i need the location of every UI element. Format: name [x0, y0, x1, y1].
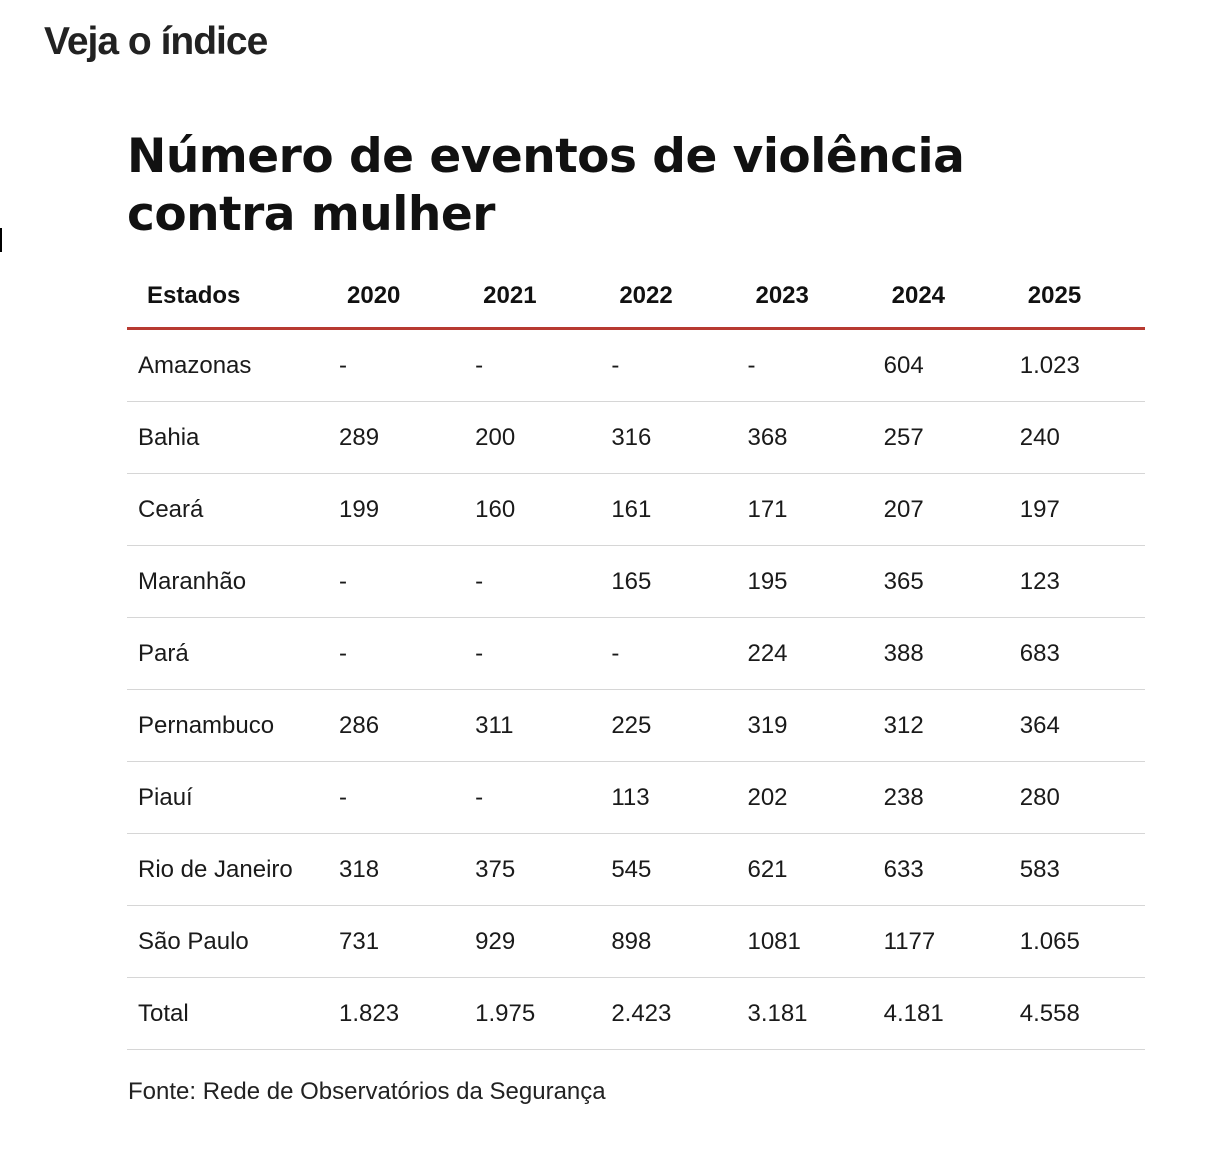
value-cell: 683	[1008, 617, 1145, 690]
column-header-2020: 2020	[328, 265, 465, 330]
value-cell: 4.181	[872, 977, 1009, 1050]
value-cell: 257	[872, 401, 1009, 474]
value-cell: 289	[328, 401, 465, 474]
value-cell: 165	[600, 545, 737, 618]
column-header-estados: Estados	[127, 265, 328, 330]
table-row: Ceará 199 160 161 171 207 197	[127, 473, 1145, 546]
value-cell: 225	[600, 689, 737, 762]
column-header-2021: 2021	[464, 265, 601, 330]
value-cell: 929	[464, 905, 601, 978]
value-cell: 2.423	[600, 977, 737, 1050]
state-cell: Bahia	[127, 401, 328, 474]
value-cell: 238	[872, 761, 1009, 834]
state-cell: Piauí	[127, 761, 328, 834]
column-header-2023: 2023	[736, 265, 873, 330]
state-cell: Pernambuco	[127, 689, 328, 762]
value-cell: 311	[464, 689, 601, 762]
table-row: Pernambuco 286 311 225 319 312 364	[127, 689, 1145, 762]
column-header-2025: 2025	[1008, 265, 1145, 330]
value-cell: 1.975	[464, 977, 601, 1050]
value-cell: 171	[736, 473, 873, 546]
table-row: Maranhão - -165 195 365 123	[127, 545, 1145, 618]
value-cell: 312	[872, 689, 1009, 762]
text-cursor	[0, 228, 2, 252]
value-cell: 364	[1008, 689, 1145, 762]
value-cell: -	[464, 761, 601, 834]
value-cell: 202	[736, 761, 873, 834]
source-note: Fonte: Rede de Observatórios da Seguranç…	[128, 1078, 606, 1105]
value-cell: 197	[1008, 473, 1145, 546]
value-cell: 200	[464, 401, 601, 474]
value-cell: 160	[464, 473, 601, 546]
value-cell: 123	[1008, 545, 1145, 618]
value-cell: -	[328, 545, 465, 618]
value-cell: 375	[464, 833, 601, 906]
value-cell: 316	[600, 401, 737, 474]
value-cell: -	[600, 617, 737, 690]
value-cell: 207	[872, 473, 1009, 546]
state-cell: Maranhão	[127, 545, 328, 618]
value-cell: -	[464, 617, 601, 690]
value-cell: 583	[1008, 833, 1145, 906]
column-header-2024: 2024	[872, 265, 1009, 330]
value-cell: 318	[328, 833, 465, 906]
value-cell: 224	[736, 617, 873, 690]
value-cell: -	[464, 328, 601, 402]
state-cell: São Paulo	[127, 905, 328, 978]
value-cell: -	[600, 328, 737, 402]
state-cell: Total	[127, 977, 328, 1050]
table-row-total: Total 1.823 1.975 2.423 3.181 4.181 4.558	[127, 977, 1145, 1050]
state-cell: Ceará	[127, 473, 328, 546]
state-cell: Amazonas	[127, 328, 328, 402]
value-cell: 545	[600, 833, 737, 906]
state-cell: Rio de Janeiro	[127, 833, 328, 906]
table-body: Amazonas - - - -604 1.023 Bahia 289 200 316 368 257…	[127, 328, 1145, 1050]
value-cell: 199	[328, 473, 465, 546]
table-row: Amazonas - - - -604 1.023	[127, 328, 1145, 402]
value-cell: 319	[736, 689, 873, 762]
value-cell: -	[328, 761, 465, 834]
value-cell: 898	[600, 905, 737, 978]
value-cell: -	[328, 328, 465, 402]
value-cell: -	[736, 328, 873, 402]
table-row: Pará - - -224 388 683	[127, 617, 1145, 690]
value-cell: 4.558	[1008, 977, 1145, 1050]
value-cell: 633	[872, 833, 1009, 906]
value-cell: 240	[1008, 401, 1145, 474]
table-header-row: Estados 2020 2021 2022 2023 2024 2025	[127, 265, 1145, 330]
table-row: Piauí - -113 202 238 280	[127, 761, 1145, 834]
value-cell: -	[328, 617, 465, 690]
column-header-2022: 2022	[600, 265, 737, 330]
value-cell: 1.823	[328, 977, 465, 1050]
value-cell: 3.181	[736, 977, 873, 1050]
value-cell: 161	[600, 473, 737, 546]
value-cell: 368	[736, 401, 873, 474]
value-cell: 1177	[872, 905, 1009, 978]
value-cell: 1.065	[1008, 905, 1145, 978]
section-heading: Veja o índice	[44, 20, 268, 63]
state-cell: Pará	[127, 617, 328, 690]
table-row: Bahia 289 200 316 368 257 240	[127, 401, 1145, 474]
value-cell: 388	[872, 617, 1009, 690]
value-cell: 286	[328, 689, 465, 762]
value-cell: 1.023	[1008, 328, 1145, 402]
value-cell: -	[464, 545, 601, 618]
table-row: Rio de Janeiro 318 375 545 621 633 583	[127, 833, 1145, 906]
value-cell: 621	[736, 833, 873, 906]
value-cell: 113	[600, 761, 737, 834]
table-title: Número de eventos de violência contra mu…	[127, 129, 965, 242]
value-cell: 195	[736, 545, 873, 618]
value-cell: 365	[872, 545, 1009, 618]
data-table: Estados 2020 2021 2022 2023 2024 2025 Amazonas…	[127, 265, 1145, 1050]
value-cell: 604	[872, 328, 1009, 402]
value-cell: 731	[328, 905, 465, 978]
table-row: São Paulo 731 929 898 1081 1177 1.065	[127, 905, 1145, 978]
value-cell: 1081	[736, 905, 873, 978]
value-cell: 280	[1008, 761, 1145, 834]
